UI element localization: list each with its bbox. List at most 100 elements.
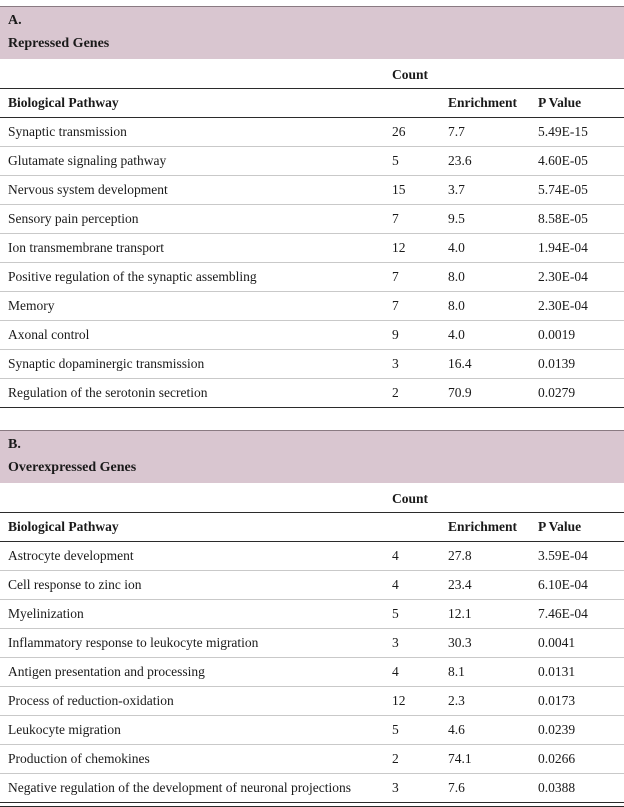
- panel-b-column-header-row: Biological Pathway Enrichment P Value: [0, 513, 624, 542]
- count-cell: 15: [392, 182, 406, 197]
- pvalue-cell: 5.49E-15: [538, 124, 588, 139]
- table-row: Cell response to zinc ion 4 23.4 6.10E-0…: [0, 571, 624, 600]
- panel-a-column-header-row: Biological Pathway Enrichment P Value: [0, 89, 624, 118]
- pvalue-cell: 0.0239: [538, 722, 576, 737]
- count-cell: 12: [392, 693, 406, 708]
- table-row: Process of reduction-oxidation 12 2.3 0.…: [0, 687, 624, 716]
- pathway-cell: Leukocyte migration: [8, 722, 121, 737]
- panel-b-count-header-row: Count: [0, 483, 624, 513]
- count-cell: 2: [392, 751, 399, 766]
- pvalue-cell: 2.30E-04: [538, 269, 588, 284]
- table-row: Positive regulation of the synaptic asse…: [0, 263, 624, 292]
- count-cell: 4: [392, 664, 399, 679]
- panel-a-count-header-row: Count: [0, 59, 624, 89]
- table-row: Antigen presentation and processing 4 8.…: [0, 658, 624, 687]
- pathway-cell: Synaptic transmission: [8, 124, 127, 139]
- enrichment-cell: 8.1: [448, 664, 465, 679]
- pvalue-cell: 0.0041: [538, 635, 576, 650]
- panel-gap: [0, 408, 624, 430]
- enrichment-cell: 23.4: [448, 577, 472, 592]
- pathway-cell: Astrocyte development: [8, 548, 134, 563]
- panel-a: A. Repressed Genes Count Biological Path…: [0, 6, 624, 408]
- pvalue-cell: 8.58E-05: [538, 211, 588, 226]
- pathway-cell: Production of chemokines: [8, 751, 150, 766]
- panel-b-bottom-rule: [0, 803, 624, 807]
- panel-b-header-band: B. Overexpressed Genes: [0, 430, 624, 483]
- count-cell: 4: [392, 577, 399, 592]
- table-row: Negative regulation of the development o…: [0, 774, 624, 803]
- pathway-cell: Positive regulation of the synaptic asse…: [8, 269, 257, 284]
- column-header-pvalue: P Value: [538, 95, 582, 110]
- pathway-cell: Ion transmembrane transport: [8, 240, 164, 255]
- enrichment-cell: 4.0: [448, 327, 465, 342]
- count-cell: 3: [392, 356, 399, 371]
- table-row: Synaptic transmission 26 7.7 5.49E-15: [0, 118, 624, 147]
- panel-a-rows: Synaptic transmission 26 7.7 5.49E-15 Gl…: [0, 118, 624, 408]
- table-row: Astrocyte development 4 27.8 3.59E-04: [0, 542, 624, 571]
- pathway-cell: Synaptic dopaminergic transmission: [8, 356, 205, 371]
- enrichment-cell: 3.7: [448, 182, 465, 197]
- pvalue-cell: 0.0019: [538, 327, 576, 342]
- count-cell: 4: [392, 548, 399, 563]
- pathway-cell: Antigen presentation and processing: [8, 664, 205, 679]
- enrichment-cell: 9.5: [448, 211, 465, 226]
- table-row: Sensory pain perception 7 9.5 8.58E-05: [0, 205, 624, 234]
- enrichment-cell: 7.7: [448, 124, 465, 139]
- pvalue-cell: 5.74E-05: [538, 182, 588, 197]
- column-header-pvalue: P Value: [538, 519, 582, 534]
- panel-a-label: A.: [8, 13, 22, 28]
- pathway-cell: Cell response to zinc ion: [8, 577, 142, 592]
- panel-b-title: Overexpressed Genes: [8, 460, 137, 475]
- pvalue-cell: 0.0388: [538, 780, 576, 795]
- enrichment-cell: 74.1: [448, 751, 472, 766]
- enrichment-cell: 2.3: [448, 693, 465, 708]
- count-cell: 3: [392, 780, 399, 795]
- pvalue-cell: 0.0279: [538, 385, 576, 400]
- enrichment-cell: 7.6: [448, 780, 465, 795]
- count-cell: 12: [392, 240, 406, 255]
- pvalue-cell: 0.0266: [538, 751, 576, 766]
- table-row: Leukocyte migration 5 4.6 0.0239: [0, 716, 624, 745]
- enrichment-cell: 8.0: [448, 298, 465, 313]
- pvalue-cell: 6.10E-04: [538, 577, 588, 592]
- count-column-header: Count: [392, 491, 429, 506]
- table-row: Memory 7 8.0 2.30E-04: [0, 292, 624, 321]
- count-cell: 2: [392, 385, 399, 400]
- count-cell: 26: [392, 124, 406, 139]
- enrichment-cell: 23.6: [448, 153, 472, 168]
- pvalue-cell: 1.94E-04: [538, 240, 588, 255]
- enrichment-cell: 4.6: [448, 722, 465, 737]
- pvalue-cell: 0.0139: [538, 356, 576, 371]
- panel-b-rows: Astrocyte development 4 27.8 3.59E-04 Ce…: [0, 542, 624, 803]
- enrichment-cell: 16.4: [448, 356, 472, 371]
- panel-b: B. Overexpressed Genes Count Biological …: [0, 430, 624, 807]
- enrichment-cell: 4.0: [448, 240, 465, 255]
- pathway-cell: Inflammatory response to leukocyte migra…: [8, 635, 259, 650]
- panel-a-title: Repressed Genes: [8, 36, 110, 51]
- pvalue-cell: 3.59E-04: [538, 548, 588, 563]
- column-header-pathway: Biological Pathway: [8, 519, 119, 534]
- table-row: Nervous system development 15 3.7 5.74E-…: [0, 176, 624, 205]
- enrichment-cell: 8.0: [448, 269, 465, 284]
- count-cell: 7: [392, 298, 399, 313]
- pvalue-cell: 7.46E-04: [538, 606, 588, 621]
- count-cell: 7: [392, 269, 399, 284]
- enrichment-cell: 30.3: [448, 635, 472, 650]
- pvalue-cell: 0.0173: [538, 693, 576, 708]
- count-cell: 9: [392, 327, 399, 342]
- table-row: Ion transmembrane transport 12 4.0 1.94E…: [0, 234, 624, 263]
- pathway-cell: Glutamate signaling pathway: [8, 153, 167, 168]
- count-cell: 5: [392, 722, 399, 737]
- pathway-cell: Axonal control: [8, 327, 90, 342]
- panel-b-label: B.: [8, 437, 21, 452]
- panel-a-header-band: A. Repressed Genes: [0, 6, 624, 59]
- count-column-header: Count: [392, 67, 429, 82]
- table-row: Synaptic dopaminergic transmission 3 16.…: [0, 350, 624, 379]
- pvalue-cell: 2.30E-04: [538, 298, 588, 313]
- pathway-cell: Regulation of the serotonin secretion: [8, 385, 208, 400]
- column-header-enrichment: Enrichment: [448, 95, 517, 110]
- table-row: Inflammatory response to leukocyte migra…: [0, 629, 624, 658]
- pathway-cell: Nervous system development: [8, 182, 168, 197]
- table-row: Regulation of the serotonin secretion 2 …: [0, 379, 624, 408]
- column-header-pathway: Biological Pathway: [8, 95, 119, 110]
